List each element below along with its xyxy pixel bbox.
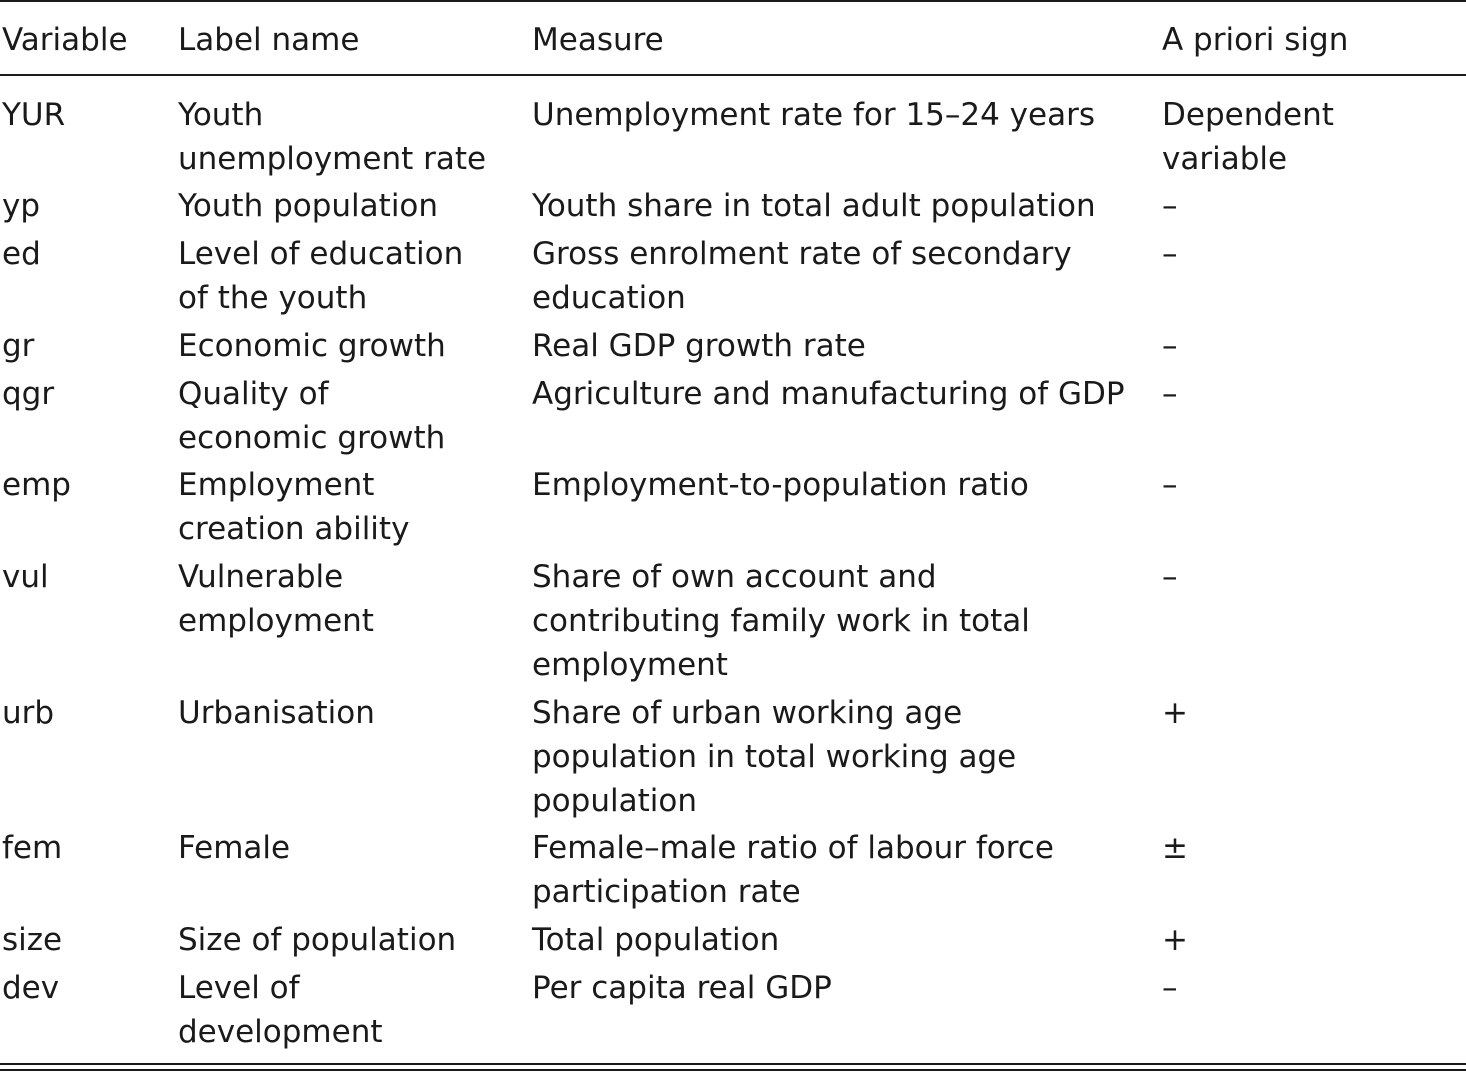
cell-a-priori-sign: ±	[1162, 830, 1188, 866]
cell-measure: Female–male ratio of labour force partic…	[532, 830, 1054, 910]
cell-variable: vul	[2, 559, 49, 595]
table-header-rule	[0, 74, 1466, 76]
cell-variable: urb	[2, 695, 55, 731]
header-measure: Measure	[532, 22, 664, 58]
cell-label-name: Employment creation ability	[178, 467, 410, 547]
cell-a-priori-sign: Dependent variable	[1162, 97, 1334, 177]
cell-variable: emp	[2, 467, 71, 503]
cell-label-name: Youth unemployment rate	[178, 97, 487, 177]
cell-variable: size	[2, 922, 63, 958]
cell-variable: qgr	[2, 376, 55, 412]
cell-label-name: Economic growth	[178, 328, 446, 364]
cell-measure: Unemployment rate for 15–24 years	[532, 97, 1095, 133]
header-a-priori-sign: A priori sign	[1162, 22, 1349, 58]
cell-a-priori-sign: –	[1162, 467, 1178, 503]
cell-label-name: Level of development	[178, 970, 383, 1050]
table-bottom-rule	[0, 1063, 1466, 1065]
cell-a-priori-sign: –	[1162, 236, 1178, 272]
cell-variable: fem	[2, 830, 63, 866]
cell-variable: YUR	[2, 97, 66, 133]
cell-label-name: Vulnerable employment	[178, 559, 374, 639]
cell-label-name: Female	[178, 830, 291, 866]
cell-label-name: Level of education of the youth	[178, 236, 464, 316]
cell-variable: yp	[2, 188, 41, 224]
cell-measure: Real GDP growth rate	[532, 328, 866, 364]
cell-a-priori-sign: –	[1162, 559, 1178, 595]
cell-measure: Per capita real GDP	[532, 970, 832, 1006]
cell-measure: Youth share in total adult population	[532, 188, 1096, 224]
cell-a-priori-sign: –	[1162, 328, 1178, 364]
cell-measure: Employment-to-population ratio	[532, 467, 1029, 503]
cell-a-priori-sign: +	[1162, 922, 1188, 958]
cell-a-priori-sign: –	[1162, 970, 1178, 1006]
table-header-row: Variable Label name Measure A priori sig…	[0, 18, 1466, 62]
cell-variable: gr	[2, 328, 35, 364]
cell-measure: Share of urban working age population in…	[532, 695, 1017, 819]
cell-measure: Share of own account and contributing fa…	[532, 559, 1030, 683]
cell-label-name: Size of population	[178, 922, 457, 958]
cell-label-name: Urbanisation	[178, 695, 375, 731]
header-variable: Variable	[2, 22, 128, 58]
cell-measure: Agriculture and manufacturing of GDP	[532, 376, 1125, 412]
cell-label-name: Youth population	[178, 188, 439, 224]
cell-a-priori-sign: –	[1162, 376, 1178, 412]
cell-a-priori-sign: +	[1162, 695, 1188, 731]
cell-variable: dev	[2, 970, 60, 1006]
header-label-name: Label name	[178, 22, 360, 58]
cell-variable: ed	[2, 236, 41, 272]
cell-measure: Gross enrolment rate of secondary educat…	[532, 236, 1072, 316]
cell-a-priori-sign: –	[1162, 188, 1178, 224]
cell-label-name: Quality of economic growth	[178, 376, 446, 456]
table-bottom-rule-double	[0, 1069, 1466, 1071]
cell-measure: Total population	[532, 922, 780, 958]
table-top-rule	[0, 0, 1466, 2]
